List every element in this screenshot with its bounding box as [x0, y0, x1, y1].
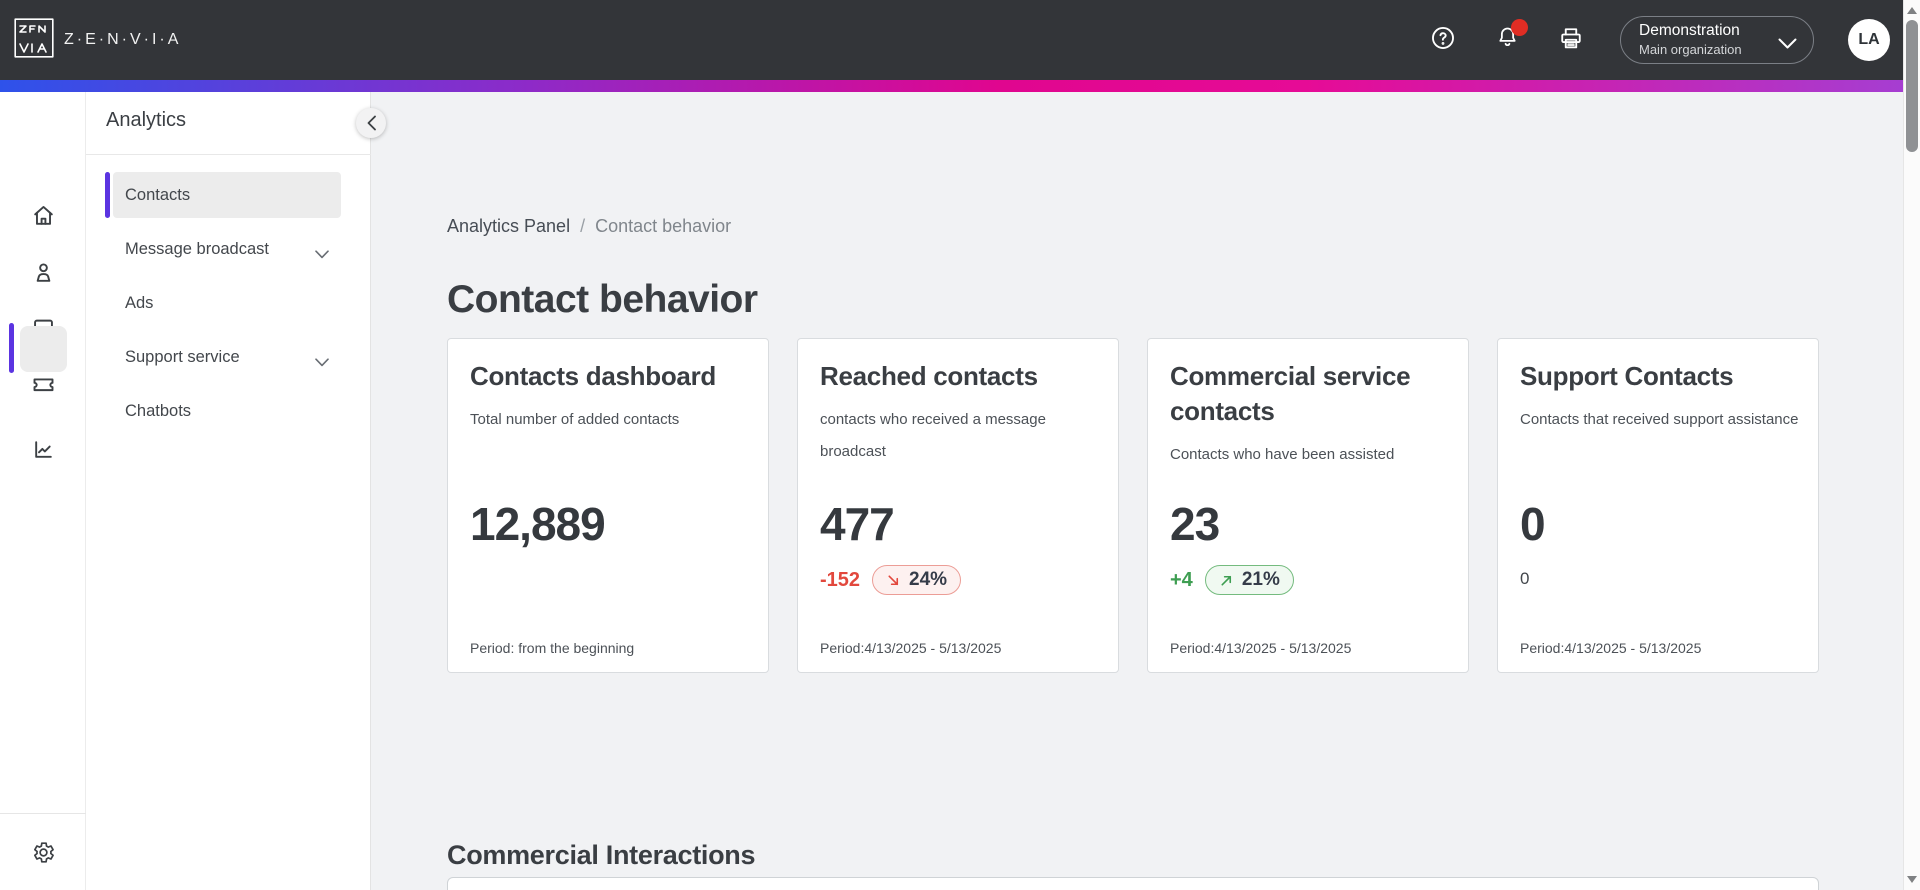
- card-title: Contacts dashboard: [470, 361, 716, 391]
- rail-item-home[interactable]: [23, 195, 63, 235]
- card-value: 12,889: [470, 498, 606, 550]
- rail-active-indicator: [9, 323, 14, 373]
- rail-item-contacts[interactable]: [23, 252, 63, 292]
- chevron-down-icon: [1778, 36, 1797, 54]
- icon-rail: [0, 92, 86, 890]
- card-period: Period:4/13/2025 - 5/13/2025: [820, 640, 1002, 656]
- card-commercial-service-contacts: Commercial service contacts Contacts who…: [1147, 338, 1469, 673]
- card-title: Commercial service contacts: [1170, 361, 1411, 427]
- scrollbar-up-arrow[interactable]: [1907, 7, 1917, 14]
- sidebar-divider: [86, 154, 371, 155]
- bell-icon: [1494, 24, 1521, 56]
- card-description: contacts who received a message broadcas…: [820, 411, 1046, 460]
- trend-badge: 24%: [872, 565, 962, 595]
- rail-bottom-section: [0, 813, 86, 890]
- zenvia-logo[interactable]: Z·E·N·V·I·A: [14, 17, 182, 63]
- main-content: Analytics Panel / Contact behavior Conta…: [372, 92, 1903, 890]
- chevron-down-icon: [315, 353, 329, 372]
- sidebar-item-chatbots[interactable]: Chatbots: [113, 388, 341, 434]
- card-value: 23: [1170, 498, 1220, 550]
- ticket-icon: [33, 377, 53, 391]
- notification-badge: [1511, 19, 1528, 36]
- gradient-accent-bar: [0, 80, 1920, 92]
- arrow-up-right-icon: [1221, 575, 1231, 586]
- gear-icon: [33, 841, 54, 863]
- breadcrumb-current: Contact behavior: [595, 216, 732, 236]
- analytics-sidebar: Analytics Contacts Message broadcast Ads…: [86, 92, 386, 890]
- card-contacts-dashboard: Contacts dashboard Total number of added…: [447, 338, 769, 673]
- card-description: Total number of added contacts: [470, 411, 680, 429]
- card-period: Period:4/13/2025 - 5/13/2025: [1520, 640, 1702, 656]
- rail-active-background: [20, 326, 67, 372]
- commercial-interactions-card: [447, 877, 1819, 890]
- sidebar-item-support-service[interactable]: Support service: [113, 334, 341, 380]
- page-title: Contact behavior: [447, 278, 758, 321]
- top-header: Z·E·N·V·I·A: [0, 0, 1920, 80]
- card-description: Contacts who have been assisted: [1170, 446, 1395, 464]
- rail-item-sales[interactable]: [23, 364, 63, 404]
- window-scrollbar: [1903, 0, 1920, 890]
- help-icon: [1429, 24, 1457, 57]
- scrollbar-thumb[interactable]: [1906, 20, 1918, 152]
- sidebar-item-contacts[interactable]: Contacts: [105, 172, 341, 218]
- sidebar-collapse-button[interactable]: [356, 108, 386, 138]
- sidebar-item-label: Contacts: [125, 185, 191, 204]
- user-avatar[interactable]: LA: [1848, 19, 1890, 61]
- delta-value: 0: [1520, 569, 1530, 588]
- printer-icon: [1557, 24, 1585, 57]
- brand-text: Z·E·N·V·I·A: [64, 31, 182, 48]
- breadcrumb: Analytics Panel / Contact behavior: [447, 216, 731, 237]
- card-delta-row: +4 21%: [1170, 565, 1294, 595]
- scrollbar-down-arrow[interactable]: [1907, 876, 1917, 883]
- breadcrumb-analytics-panel[interactable]: Analytics Panel: [447, 216, 571, 236]
- breadcrumb-separator: /: [580, 216, 586, 236]
- sidebar-title: Analytics: [106, 109, 187, 131]
- section-title-commercial-interactions: Commercial Interactions: [447, 840, 756, 870]
- card-period: Period:4/13/2025 - 5/13/2025: [1170, 640, 1352, 656]
- badge-percent: 24%: [909, 569, 948, 590]
- home-icon: [33, 205, 53, 225]
- chevron-down-icon: [315, 245, 329, 264]
- card-support-contacts: Support Contacts Contacts that received …: [1497, 338, 1819, 673]
- organization-subtitle: Main organization: [1639, 42, 1742, 58]
- chevron-left-icon: [367, 115, 376, 131]
- rail-item-settings[interactable]: [23, 832, 63, 872]
- card-value: 477: [820, 498, 895, 550]
- card-title: Reached contacts: [820, 361, 1038, 391]
- delta-value: -152: [820, 568, 861, 591]
- card-period: Period: from the beginning: [470, 640, 635, 656]
- person-icon: [36, 262, 50, 282]
- rail-item-analytics[interactable]: [23, 429, 63, 469]
- sidebar-menu: Contacts Message broadcast Ads Support s…: [86, 172, 371, 442]
- print-button[interactable]: [1556, 25, 1586, 55]
- card-delta-row: -152 24%: [820, 565, 962, 595]
- sidebar-item-label: Chatbots: [125, 401, 192, 420]
- kpi-cards-row: Contacts dashboard Total number of added…: [447, 338, 1819, 673]
- line-chart-icon: [34, 440, 52, 458]
- arrow-down-right-icon: [888, 574, 899, 585]
- badge-percent: 21%: [1241, 569, 1280, 590]
- organization-switcher[interactable]: Demonstration Main organization: [1620, 16, 1814, 64]
- sidebar-item-message-broadcast[interactable]: Message broadcast: [113, 226, 341, 272]
- sidebar-item-ads[interactable]: Ads: [113, 280, 341, 326]
- help-button[interactable]: [1428, 25, 1458, 55]
- sidebar-item-label: Ads: [125, 293, 154, 312]
- trend-badge: 21%: [1204, 565, 1294, 595]
- sidebar-item-label: Support service: [125, 347, 240, 366]
- delta-value: +4: [1170, 568, 1193, 591]
- notifications-button[interactable]: [1492, 19, 1528, 56]
- sidebar-item-label: Message broadcast: [125, 239, 269, 258]
- card-title: Support Contacts: [1520, 361, 1734, 391]
- card-description: Contacts that received support assistanc…: [1520, 411, 1799, 429]
- organization-name: Demonstration: [1639, 22, 1740, 40]
- card-reached-contacts: Reached contacts contacts who received a…: [797, 338, 1119, 673]
- card-value: 0: [1520, 498, 1546, 550]
- zenvia-logo-icon: [14, 17, 54, 63]
